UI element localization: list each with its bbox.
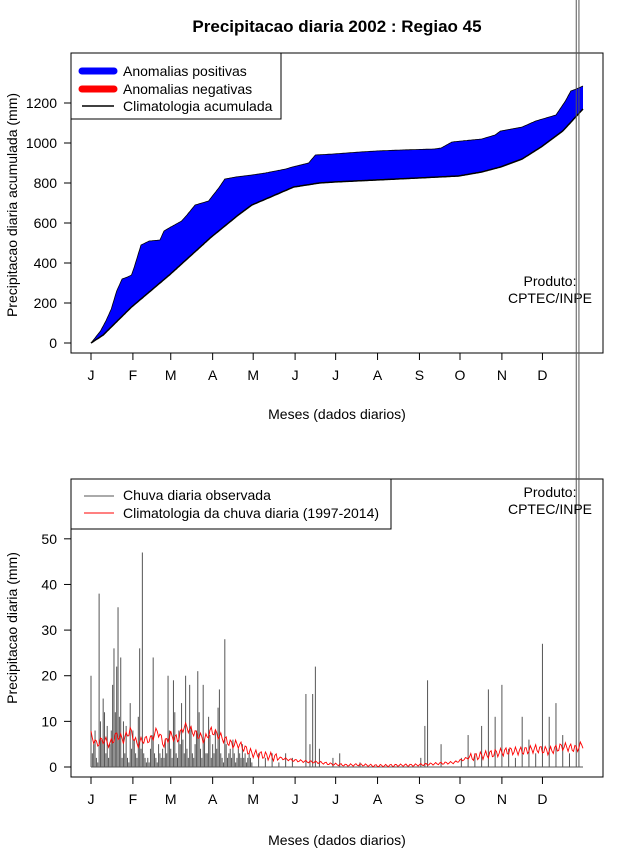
legend-label-observed: Chuva diaria observada xyxy=(123,487,271,503)
daily-climatology-line xyxy=(90,721,584,768)
accumulated-y-label: Precipitacao diaria acumulada (mm) xyxy=(4,93,20,317)
daily-x-tick-label: N xyxy=(497,791,507,807)
daily-y-tick-label: 30 xyxy=(41,622,57,638)
accumulated-panel: 0 200 400 600 800 1000 1200 J F M A M J J A S O N D Meses… xyxy=(4,52,604,422)
accumulated-x-tick-label: D xyxy=(537,367,547,383)
daily-y-tick-label: 0 xyxy=(49,759,57,775)
daily-x-tick-label: F xyxy=(129,791,138,807)
accumulated-legend: Anomalias positivas Anomalias negativas … xyxy=(70,52,282,120)
daily-x-tick-label: D xyxy=(537,791,547,807)
accumulated-x-tick-label: S xyxy=(415,367,424,383)
legend-label-clim-daily: Climatologia da chuva diaria (1997-2014) xyxy=(123,505,379,521)
accumulated-y-tick-label: 1000 xyxy=(26,135,57,151)
accumulated-x-label: Meses (dados diarios) xyxy=(268,406,406,422)
accumulated-x-tick-label: J xyxy=(292,367,299,383)
accumulated-x-tick-label: M xyxy=(247,367,259,383)
accumulated-product-source: CPTEC/INPE xyxy=(508,290,592,306)
accumulated-x-tick-label: A xyxy=(208,367,218,383)
legend-label-negative: Anomalias negativas xyxy=(123,81,252,97)
accumulated-x-tick-label: O xyxy=(455,367,466,383)
accumulated-series xyxy=(90,85,584,344)
accumulated-x-tick-label: J xyxy=(88,367,95,383)
daily-panel: 0 10 20 30 40 50 J F M A M J J A S O N D Meses (dados di… xyxy=(4,0,604,848)
daily-x-tick-label: J xyxy=(292,791,299,807)
daily-x-tick-label: J xyxy=(88,791,95,807)
figure-title: Precipitacao diaria 2002 : Regiao 45 xyxy=(192,17,481,36)
positive-anomaly-area xyxy=(91,86,583,343)
daily-legend: Chuva diaria observada Climatologia da c… xyxy=(70,478,392,530)
accumulated-x-tick-label: A xyxy=(373,367,383,383)
daily-x-tick-label: A xyxy=(373,791,383,807)
daily-series xyxy=(90,0,584,768)
accumulated-x-tick-label: N xyxy=(497,367,507,383)
daily-y-tick-label: 50 xyxy=(41,531,57,547)
daily-x-tick-label: O xyxy=(455,791,466,807)
daily-y-axis: 0 10 20 30 40 50 xyxy=(41,531,72,775)
accumulated-x-tick-label: F xyxy=(129,367,138,383)
observed-accumulated-line xyxy=(90,85,584,344)
daily-y-label: Precipitacao diaria (mm) xyxy=(4,552,20,704)
climatology-accumulated-line xyxy=(90,108,584,344)
daily-product-source: CPTEC/INPE xyxy=(508,501,592,517)
daily-x-tick-label: M xyxy=(247,791,259,807)
accumulated-y-tick-label: 600 xyxy=(34,215,58,231)
accumulated-y-tick-label: 200 xyxy=(34,295,58,311)
legend-label-climatology: Climatologia acumulada xyxy=(123,98,273,114)
daily-x-tick-label: S xyxy=(415,791,424,807)
accumulated-y-axis: 0 200 400 600 800 1000 1200 xyxy=(26,95,72,351)
daily-product-label: Produto: xyxy=(524,484,577,500)
daily-y-tick-label: 10 xyxy=(41,713,57,729)
accumulated-y-tick-label: 400 xyxy=(34,255,58,271)
accumulated-y-tick-label: 1200 xyxy=(26,95,57,111)
daily-legend-box xyxy=(70,478,392,530)
daily-y-tick-label: 40 xyxy=(41,576,57,592)
daily-x-label: Meses (dados diarios) xyxy=(268,832,406,848)
daily-y-tick-label: 20 xyxy=(41,668,57,684)
accumulated-product-label: Produto: xyxy=(524,273,577,289)
daily-x-tick-label: A xyxy=(208,791,218,807)
accumulated-y-tick-label: 0 xyxy=(49,335,57,351)
legend-label-positive: Anomalias positivas xyxy=(123,63,247,79)
accumulated-x-tick-label: J xyxy=(332,367,339,383)
accumulated-y-tick-label: 800 xyxy=(34,175,58,191)
accumulated-x-tick-label: M xyxy=(165,367,177,383)
daily-x-tick-label: J xyxy=(332,791,339,807)
daily-x-tick-label: M xyxy=(165,791,177,807)
